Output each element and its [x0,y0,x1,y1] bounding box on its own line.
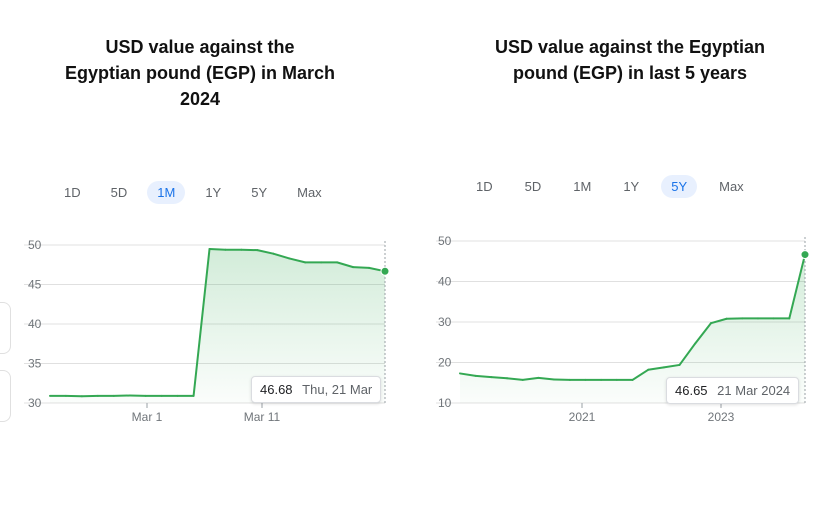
left-edge-card-top [0,302,11,354]
right-range-tab-5y[interactable]: 5Y [661,175,698,198]
right-series-segment [474,374,493,379]
right-range-tab-1d[interactable]: 1D [476,179,493,194]
right-series-segment [678,342,697,366]
left-chart-title: USD value against the Egyptian pound (EG… [40,34,360,112]
left-y-tick-label: 30 [28,396,42,410]
right-y-tick-label: 10 [438,396,452,410]
right-tooltip-date: 21 Mar 2024 [717,383,791,398]
left-range-tab-max[interactable]: Max [297,185,322,200]
left-title-line-1: USD value against the [105,37,295,57]
right-x-tick-label: 2021 [569,410,596,424]
left-y-tick-label: 35 [28,357,42,371]
right-chart-title: USD value against the Egyptian pound (EG… [460,34,800,86]
right-series-segment [662,363,681,369]
left-series-segment [256,249,275,255]
right-y-tick-label: 30 [438,315,452,329]
right-series-segment [537,376,556,381]
right-range-tab-max[interactable]: Max [719,179,744,194]
left-series-segment [272,252,291,260]
left-area [50,248,385,403]
left-y-tick-label: 50 [28,238,42,252]
right-range-tab-5d[interactable]: 5D [524,179,542,194]
right-title-line-1: USD value against the Egyptian [494,37,766,57]
left-tooltip: 46.68 Thu, 21 Mar [251,376,382,403]
right-tooltip: 46.65 21 Mar 2024 [666,377,800,404]
right-series-segment [631,368,650,381]
right-series-segment [490,376,509,380]
left-current-point [380,266,390,276]
right-y-tick-label: 40 [438,275,452,289]
right-range-tab-1y[interactable]: 1Y [623,179,640,194]
left-series-segment [352,266,371,269]
right-series-segment [506,377,524,381]
right-tooltip-value: 46.65 [675,383,708,398]
right-y-tick-label: 50 [438,234,452,248]
left-series-segment [208,247,227,251]
right-range-tab-1m[interactable]: 1M [573,179,592,194]
left-range-tab-1d[interactable]: 1D [64,185,81,200]
right-x-tick-label: 2023 [708,410,735,424]
left-y-tick-label: 40 [28,317,42,331]
left-range-tab-5y[interactable]: 5Y [251,185,268,200]
left-tooltip-value: 46.68 [260,382,293,397]
left-range-tab-5d[interactable]: 5D [110,185,128,200]
right-area [460,254,805,403]
left-series-segment [336,261,355,269]
right-y-tick-label: 20 [438,356,452,370]
left-tooltip-date: Thu, 21 Mar [302,382,373,397]
left-y-tick-label: 45 [28,278,42,292]
right-title-line-2: pound (EGP) in last 5 years [512,63,748,83]
right-series-segment [521,376,540,381]
left-range-selector: 1D 5D 1M 1Y 5Y Max [54,181,332,204]
left-x-tick-label: Mar 1 [132,410,163,424]
right-series-segment [647,366,665,371]
left-range-tab-1m[interactable]: 1M [147,181,186,204]
left-series-segment [288,257,307,264]
left-x-tick-label: Mar 11 [244,410,281,424]
left-title-line-3: 2024 [179,89,221,109]
left-title-line-2: Egyptian pound (EGP) in March [65,63,335,83]
right-range-selector: 1D 5D 1M 1Y 5Y Max [466,175,754,198]
left-edge-card-bottom [0,370,11,422]
left-series-segment [192,247,211,397]
left-chart[interactable]: 30 35 40 45 50 Mar 1 Mar 11 [0,230,410,430]
right-series-segment [788,253,806,320]
left-range-tab-1y[interactable]: 1Y [205,185,222,200]
right-current-point [800,250,810,260]
right-series-segment [459,372,477,377]
right-series-segment [694,322,712,345]
right-series-segment [709,317,728,325]
